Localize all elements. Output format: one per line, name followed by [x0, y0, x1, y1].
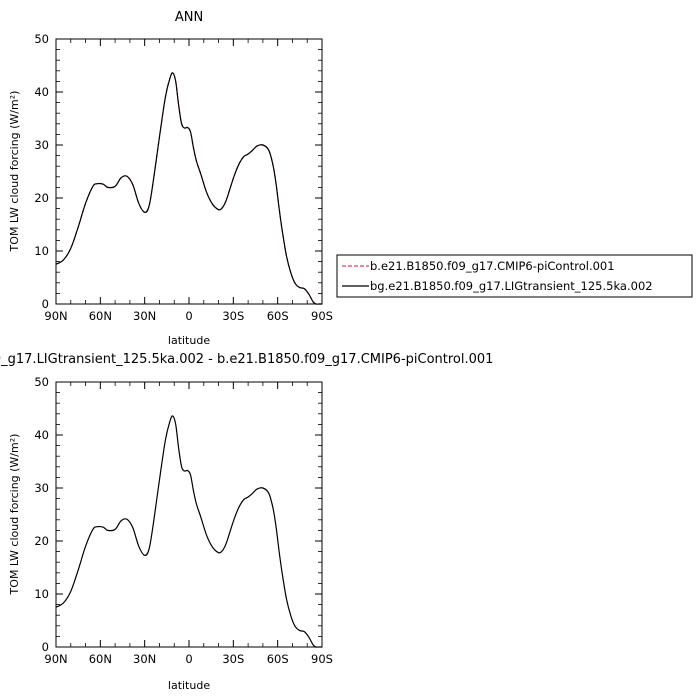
panel-bottom: bg.e21.B1850.f09_g17.LIGtransient_125.5k…	[0, 352, 493, 692]
panel-top-ticks: 0 10 20 30 40 50 90N 60N 30N 0 30S 60S 90S	[34, 32, 333, 323]
panel-bottom-xlabel: latitude	[168, 679, 210, 692]
ytick-label: 30	[34, 138, 49, 152]
panel-bottom-ylabel: TOM LW cloud forcing (W/m²)	[8, 434, 21, 596]
xtick-label: 90N	[44, 652, 67, 666]
panel-bottom-ticks: 0 10 20 30 40 50 90N 60N 30N 0 30S 60S 90S	[34, 375, 333, 666]
ytick-label: 40	[34, 428, 49, 442]
panel-top-frame	[55, 38, 323, 305]
ytick-label: 20	[34, 534, 49, 548]
panel-bottom-title: bg.e21.B1850.f09_g17.LIGtransient_125.5k…	[0, 352, 493, 367]
xtick-label: 60N	[89, 652, 112, 666]
legend-label-transient: bg.e21.B1850.f09_g17.LIGtransient_125.5k…	[370, 279, 653, 293]
legend-box	[336, 254, 693, 298]
xtick-label: 30S	[222, 309, 244, 323]
series-line-1-0	[55, 415, 322, 648]
xtick-label: 0	[185, 309, 192, 323]
ytick-label: 10	[34, 587, 49, 601]
panel-top-series	[55, 72, 322, 305]
legend-label-control: b.e21.B1850.f09_g17.CMIP6-piControl.001	[370, 259, 615, 273]
legend: b.e21.B1850.f09_g17.CMIP6-piControl.001 …	[336, 254, 693, 298]
ytick-label: 0	[42, 640, 49, 654]
ytick-label: 50	[34, 32, 49, 46]
ytick-label: 20	[34, 191, 49, 205]
panel-top-title: ANN	[175, 10, 203, 25]
panel-top-ylabel: TOM LW cloud forcing (W/m²)	[8, 91, 21, 253]
xtick-label: 30S	[222, 652, 244, 666]
panel-bottom-series	[55, 415, 322, 648]
xtick-label: 0	[185, 652, 192, 666]
xtick-label: 90S	[311, 652, 333, 666]
xtick-label: 60N	[89, 309, 112, 323]
panel-top: ANN 0 10 20 30 40 50 90N 60N 30N 0 30S 60S 90S latit…	[8, 10, 333, 347]
ytick-label: 50	[34, 375, 49, 389]
xtick-label: 60S	[267, 309, 289, 323]
xtick-label: 30N	[133, 652, 156, 666]
ytick-label: 0	[42, 297, 49, 311]
panel-top-xlabel: latitude	[168, 334, 210, 347]
series-line-0-0	[55, 72, 322, 305]
panel-bottom-frame	[55, 381, 323, 648]
xtick-label: 90N	[44, 309, 67, 323]
xtick-label: 90S	[311, 309, 333, 323]
xtick-label: 30N	[133, 309, 156, 323]
ytick-label: 40	[34, 85, 49, 99]
xtick-label: 60S	[267, 652, 289, 666]
series-line-0-1	[55, 72, 322, 305]
ytick-label: 30	[34, 481, 49, 495]
ytick-label: 10	[34, 244, 49, 258]
